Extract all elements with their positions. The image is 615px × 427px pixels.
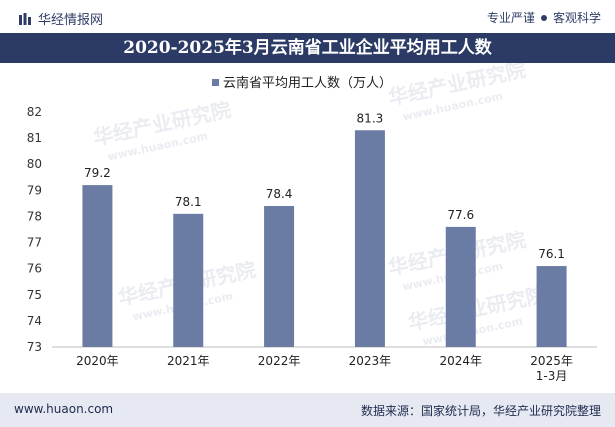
y-tick-label: 74 [27,314,42,328]
bar-1 [82,185,113,347]
data-label-6: 76.1 [538,247,565,261]
x-tick-label-3: 2022年 [258,354,301,368]
tagline: 专业严谨 客观科学 [487,9,601,26]
bar-3 [264,206,295,347]
x-tick-label-2: 2021年 [167,354,210,368]
chart-title: 2020-2025年3月云南省工业企业平均用工人数 [0,33,615,63]
y-tick-label: 73 [27,340,42,354]
bar-4 [354,130,385,347]
y-tick-label: 81 [27,131,42,145]
tagline-1: 专业严谨 [486,11,535,25]
x-tick-line: 2025年 [530,354,573,368]
data-label-2: 78.1 [175,195,202,209]
data-label-3: 78.4 [266,187,293,201]
bar-5 [445,226,476,347]
footer-source: 数据来源：国家统计局，华经产业研究院整理 [360,404,601,418]
y-tick-label: 79 [27,183,42,197]
x-tick-line: 2020年 [76,354,119,368]
legend-label: 云南省平均用工人数（万人） [223,75,392,91]
legend-swatch [212,79,219,86]
x-tick-line: 2024年 [439,354,482,368]
x-tick-line: 2023年 [349,354,392,368]
x-tick-label-6: 2025年 1-3月 [530,354,573,383]
x-tick-label-4: 2023年 [349,354,392,368]
y-tick-label: 76 [27,262,42,276]
y-tick-label: 80 [27,157,42,171]
top-bar: 华经情报网 专业严谨 客观科学 [0,0,615,33]
data-label-1: 79.2 [84,166,111,180]
footer-site[interactable]: www.huaon.com [14,402,114,416]
y-tick-label: 75 [27,288,42,302]
bar-2 [173,213,204,347]
y-tick-label: 78 [27,209,42,223]
bar-6 [536,266,567,347]
x-tick-label-1: 2020年 [76,354,119,368]
data-label-4: 81.3 [357,111,384,125]
data-label-5: 77.6 [447,208,474,222]
separator-dot-icon [540,14,547,21]
brand-name: 华经情报网 [38,13,104,28]
x-tick-label-5: 2024年 [439,354,482,368]
brand-logo-icon [19,12,31,25]
brand[interactable]: 华经情报网 [18,9,103,28]
y-tick-label: 82 [27,105,42,119]
x-tick-line: 2022年 [258,354,301,368]
y-tick-label: 77 [27,236,42,250]
tagline-2: 客观科学 [552,11,601,25]
bar-chart: 华经产业研究院www.huaon.com华经产业研究院www.huaon.com… [27,63,597,383]
footer: www.huaon.com 数据来源：国家统计局，华经产业研究院整理 [0,393,615,427]
x-tick-line: 2021年 [167,354,210,368]
x-tick-line: 1-3月 [536,369,568,383]
